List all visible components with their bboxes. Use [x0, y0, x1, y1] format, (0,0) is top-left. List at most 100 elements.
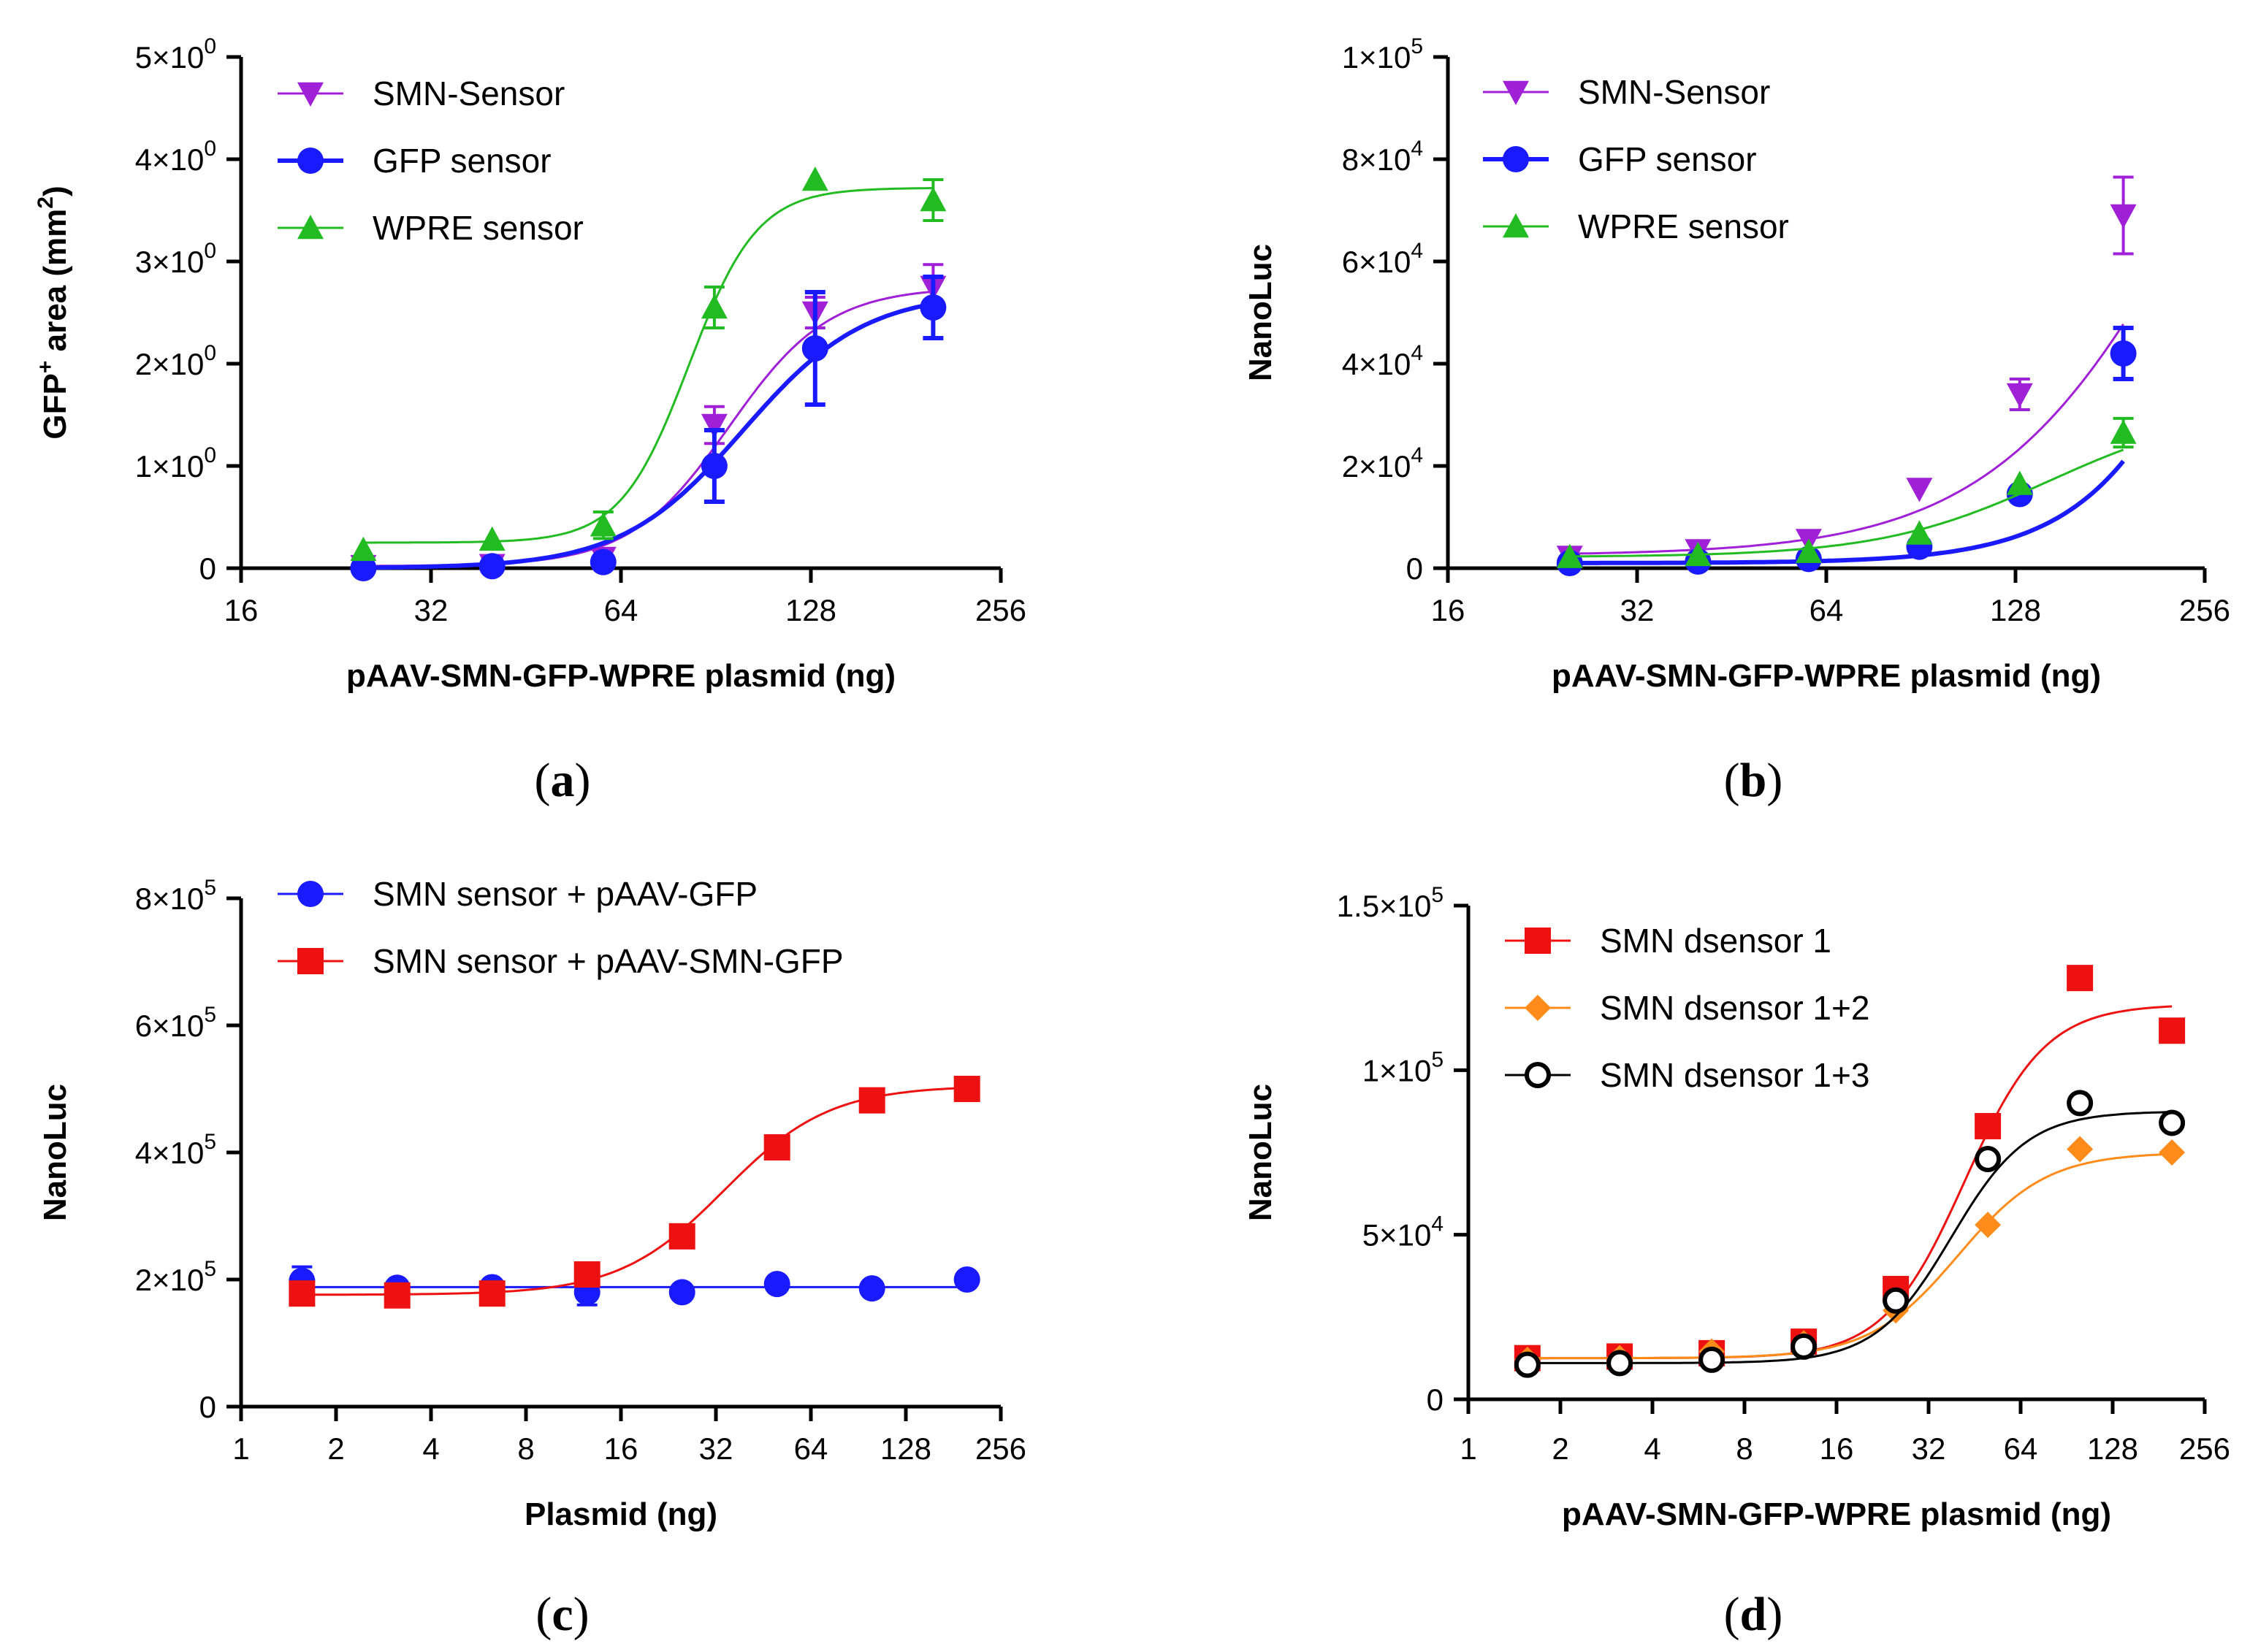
- panel-label-c: (c): [535, 1588, 589, 1641]
- y-axis-label: NanoLuc: [1243, 1084, 1278, 1221]
- y-tick-label: 1×100: [135, 443, 216, 483]
- x-tick-label: 16: [224, 593, 259, 627]
- x-tick-label: 16: [1820, 1431, 1854, 1466]
- y-tick-exponent: 5: [204, 1130, 216, 1154]
- y-tick-base: 4×10: [1342, 347, 1411, 381]
- legend-marker: [297, 82, 324, 107]
- legend-entry: SMN dsensor 1+2: [1600, 989, 1869, 1027]
- legend-marker: [1503, 146, 1529, 172]
- x-tick-label: 256: [2179, 1431, 2230, 1466]
- y-axis-label-main: NanoLuc: [1243, 244, 1278, 381]
- data-point: [920, 187, 947, 212]
- data-point: [590, 548, 617, 575]
- y-tick-base: 1.5×10: [1337, 889, 1432, 923]
- data-point: [2159, 1017, 2186, 1044]
- y-axis-label-end: ): [37, 186, 73, 196]
- x-tick-label: 4: [1644, 1431, 1660, 1466]
- data-point: [801, 335, 828, 362]
- series-wpre-sensor: [1556, 416, 2137, 568]
- data-point: [953, 1266, 980, 1293]
- panel-label-letter: a: [551, 754, 575, 807]
- x-tick-label: 32: [414, 593, 449, 627]
- x-axis-label: pAAV-SMN-GFP-WPRE plasmid (ng): [346, 658, 896, 694]
- legend-marker: [297, 148, 324, 174]
- panel-label-letter: c: [552, 1588, 573, 1641]
- y-tick-base: 0: [199, 551, 216, 586]
- legend-entry: SMN sensor + pAAV-GFP: [373, 875, 758, 913]
- panel-label-d: (d): [1724, 1588, 1783, 1641]
- legend-marker: [1525, 1062, 1551, 1088]
- y-tick-base: 1×10: [135, 449, 205, 483]
- y-tick-exponent: 5: [1431, 883, 1444, 907]
- x-tick-label: 8: [1736, 1431, 1753, 1466]
- data-point: [920, 294, 947, 321]
- y-axis-label-sup1: +: [34, 361, 58, 374]
- y-tick-label: 2×105: [135, 1257, 216, 1297]
- y-axis-label: GFP+ area (mm2): [34, 186, 73, 439]
- y-axis-label-main: GFP: [37, 373, 73, 439]
- legend-entry: SMN dsensor 1+3: [1600, 1056, 1869, 1094]
- x-tick-label: 64: [604, 593, 638, 627]
- y-tick-label: 4×104: [1342, 341, 1423, 381]
- data-point: [1975, 1212, 2002, 1239]
- y-tick-exponent: 0: [204, 443, 216, 467]
- y-tick-base: 8×10: [135, 882, 205, 916]
- panel-label-open: (: [1724, 1588, 1740, 1641]
- y-tick-base: 1×10: [1362, 1053, 1432, 1087]
- y-tick-label: 6×104: [1342, 239, 1423, 279]
- x-tick-label: 16: [1431, 593, 1465, 627]
- data-point: [2159, 1109, 2186, 1136]
- y-tick-base: 8×10: [1342, 142, 1411, 177]
- y-tick-label: 8×104: [1342, 137, 1423, 177]
- y-tick-label: 8×105: [135, 876, 216, 916]
- x-tick-label: 128: [880, 1431, 931, 1466]
- fit-curve: [1569, 448, 2124, 558]
- x-tick-label: 32: [1912, 1431, 1946, 1466]
- y-tick-base: 0: [1406, 551, 1423, 586]
- x-tick-label: 128: [785, 593, 836, 627]
- x-tick-label: 4: [422, 1431, 439, 1466]
- y-tick-exponent: 5: [1411, 34, 1423, 58]
- y-tick-exponent: 5: [204, 1003, 216, 1027]
- series-gfp-sensor: [350, 275, 947, 581]
- data-point: [1883, 1287, 1910, 1314]
- legend-marker: [1525, 928, 1551, 954]
- fit-curve: [1527, 1152, 2173, 1360]
- data-point: [858, 1275, 885, 1302]
- data-point: [1975, 1112, 2002, 1139]
- y-tick-base: 4×10: [135, 1136, 205, 1170]
- panel-label-b: (b): [1724, 754, 1783, 807]
- data-point: [1906, 520, 1933, 545]
- y-axis-label-main: NanoLuc: [1243, 1084, 1278, 1221]
- y-tick-exponent: 4: [1411, 443, 1423, 467]
- y-tick-base: 2×10: [135, 1263, 205, 1297]
- legend-marker: [297, 881, 324, 907]
- data-point: [701, 413, 728, 438]
- legend-entry: GFP sensor: [1578, 140, 1757, 178]
- y-tick-label: 6×105: [135, 1003, 216, 1043]
- data-point: [478, 553, 506, 580]
- legend-entry: WPRE sensor: [1578, 207, 1789, 245]
- x-tick-label: 1: [232, 1431, 249, 1466]
- x-tick-label: 64: [2004, 1431, 2038, 1466]
- legend-entry: SMN sensor + pAAV-SMN-GFP: [373, 942, 844, 980]
- x-tick-label: 16: [604, 1431, 638, 1466]
- x-tick-label: 2: [1552, 1431, 1568, 1466]
- panel-label-letter: d: [1740, 1588, 1767, 1641]
- x-tick-label: 128: [2087, 1431, 2138, 1466]
- y-tick-exponent: 4: [1411, 137, 1423, 161]
- chart-panel-d: 1 2 4 8 16 32 64 128 25605×1041×1051.5×105pAAV-S…: [1243, 883, 2230, 1532]
- data-point: [590, 512, 617, 537]
- x-tick-label: 128: [1990, 593, 2041, 627]
- y-tick-base: 2×10: [135, 347, 205, 381]
- data-point: [858, 1087, 885, 1114]
- legend-marker: [297, 215, 324, 240]
- y-tick-exponent: 0: [204, 137, 216, 161]
- y-tick-exponent: 0: [204, 34, 216, 58]
- chart-panel-b: 16 32 64 128 25602×1044×1046×1048×1041×105pA…: [1243, 34, 2230, 694]
- y-tick-exponent: 5: [204, 876, 216, 900]
- data-point: [701, 294, 728, 319]
- y-axis-label-sup2: 2: [34, 196, 58, 209]
- data-point: [701, 453, 728, 479]
